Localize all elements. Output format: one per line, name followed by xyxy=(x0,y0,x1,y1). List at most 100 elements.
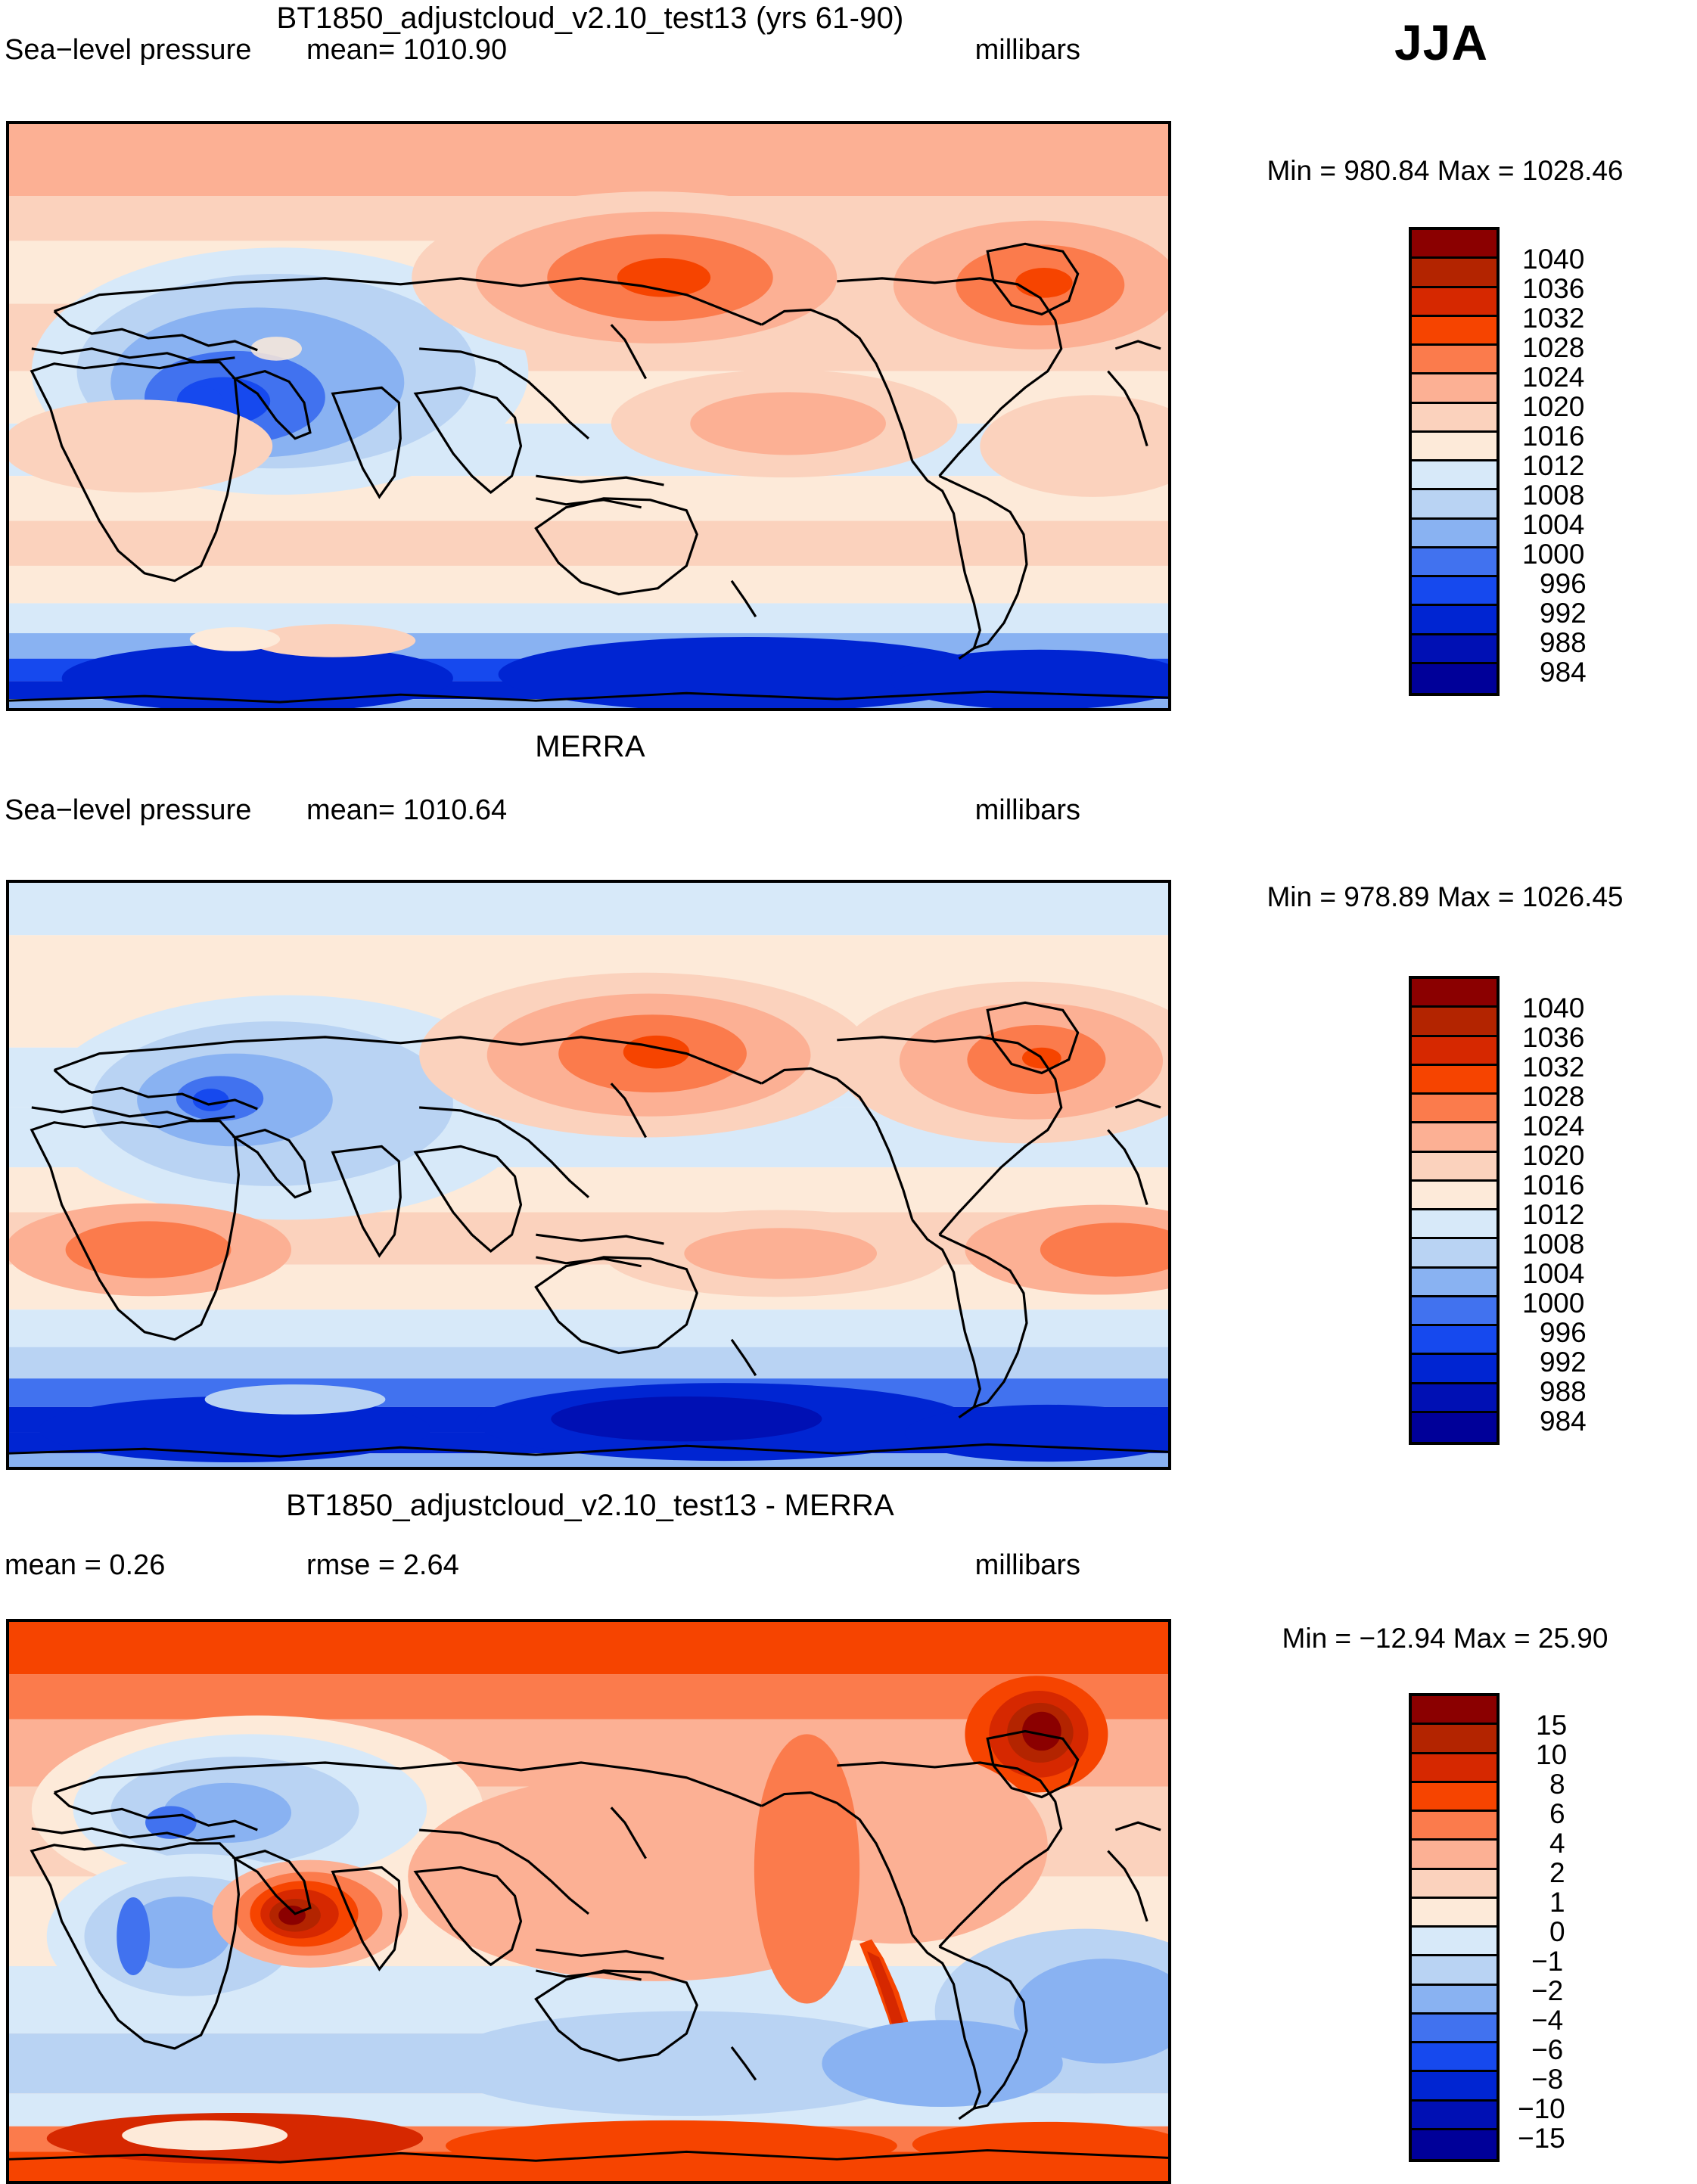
colorbar-obs xyxy=(1409,976,1500,1445)
colorbar-tick-label: 1020 xyxy=(1522,1140,1585,1171)
colorbar-band xyxy=(1412,548,1497,577)
colorbar-band xyxy=(1412,1956,1497,1986)
colorbar-tick-label: 1008 xyxy=(1522,1229,1585,1260)
colorbar-tick-label: 1016 xyxy=(1522,1170,1585,1201)
minmax-obs: Min = 978.89 Max = 1026.45 xyxy=(1267,881,1624,912)
colorbar-tick-label: 996 xyxy=(1540,1317,1587,1348)
colorbar-band xyxy=(1412,577,1497,607)
colorbar-tick-label: 1028 xyxy=(1522,332,1585,363)
colorbar-band xyxy=(1412,2072,1497,2102)
colorbar-band xyxy=(1412,1782,1497,1812)
minmax-difference: Min = −12.94 Max = 25.90 xyxy=(1282,1623,1608,1654)
colorbar-band xyxy=(1412,1326,1497,1356)
mean-label-model: mean= 1010.90 xyxy=(306,34,508,66)
colorbar-tick-label: 1024 xyxy=(1522,1111,1585,1142)
colorbar-tick-label: 1036 xyxy=(1522,1022,1585,1053)
variable-label-model: Sea−level pressure xyxy=(5,34,252,66)
colorbar-tick-label: 984 xyxy=(1540,1406,1587,1437)
colorbar-band xyxy=(1412,1384,1497,1413)
map-obs[interactable] xyxy=(6,880,1171,1470)
minmax-model: Min = 980.84 Max = 1028.46 xyxy=(1267,155,1624,186)
colorbar-tick-label: 1000 xyxy=(1522,1288,1585,1319)
colorbar-band xyxy=(1412,287,1497,317)
colorbar-band xyxy=(1412,1898,1497,1928)
colorbar-tick-label: −4 xyxy=(1531,2005,1564,2036)
variable-label-obs: Sea−level pressure xyxy=(5,794,252,826)
colorbar-tick-label: 0 xyxy=(1549,1916,1565,1947)
colorbar-band xyxy=(1412,663,1497,693)
colorbar-tick-label: 4 xyxy=(1549,1828,1565,1859)
colorbar-band xyxy=(1412,519,1497,548)
units-label-difference: millibars xyxy=(974,1549,1080,1581)
colorbar-band xyxy=(1412,346,1497,375)
colorbar-band xyxy=(1412,2014,1497,2043)
colorbar-band xyxy=(1412,230,1497,259)
colorbar-tick-label: 1020 xyxy=(1522,391,1585,422)
colorbar-tick-label: 2 xyxy=(1549,1857,1565,1888)
colorbar-tick-label: −10 xyxy=(1518,2093,1565,2124)
colorbar-tick-label: 992 xyxy=(1540,1347,1587,1378)
colorbar-band xyxy=(1412,2101,1497,2130)
colorbar-tick-label: 8 xyxy=(1549,1769,1565,1800)
colorbar-band xyxy=(1412,1008,1497,1037)
colorbar-tick-label: 988 xyxy=(1540,627,1587,658)
colorbar-band xyxy=(1412,1812,1497,1841)
colorbar-band xyxy=(1412,259,1497,288)
colorbar-tick-label: 1012 xyxy=(1522,1199,1585,1230)
colorbar-band xyxy=(1412,1210,1497,1240)
colorbar-tick-label: 1 xyxy=(1549,1887,1565,1918)
colorbar-tick-label: 1036 xyxy=(1522,273,1585,304)
colorbar-band xyxy=(1412,461,1497,491)
colorbar-tick-label: −8 xyxy=(1531,2064,1564,2095)
colorbar-band xyxy=(1412,490,1497,520)
colorbar-tick-label: 1016 xyxy=(1522,421,1585,452)
colorbar-band xyxy=(1412,635,1497,664)
colorbar-band xyxy=(1412,1841,1497,1870)
colorbar-tick-label: 1032 xyxy=(1522,1052,1585,1083)
units-label-obs: millibars xyxy=(974,794,1080,826)
colorbar-band xyxy=(1412,1123,1497,1153)
colorbar-band xyxy=(1412,1297,1497,1326)
colorbar-band xyxy=(1412,1268,1497,1297)
map-difference[interactable] xyxy=(6,1619,1171,2184)
colorbar-tick-label: 1024 xyxy=(1522,362,1585,393)
colorbar-band xyxy=(1412,1095,1497,1124)
colorbar-band xyxy=(1412,1181,1497,1210)
colorbar-band xyxy=(1412,1152,1497,1182)
map-model[interactable] xyxy=(6,121,1171,711)
colorbar-tick-label: 984 xyxy=(1540,657,1587,688)
colorbar-band xyxy=(1412,2043,1497,2073)
panel-title-difference: BT1850_adjustcloud_v2.10_test13 - MERRA xyxy=(286,1489,894,1522)
season-label: JJA xyxy=(1394,14,1489,70)
colorbar-tick-label: 6 xyxy=(1549,1798,1565,1829)
colorbar-band xyxy=(1412,979,1497,1008)
colorbar-band xyxy=(1412,1985,1497,2015)
colorbar-tick-label: 996 xyxy=(1540,568,1587,599)
colorbar-difference xyxy=(1409,1693,1500,2162)
colorbar-band xyxy=(1412,374,1497,404)
colorbar-band xyxy=(1412,403,1497,433)
colorbar-band xyxy=(1412,1754,1497,1783)
colorbar-band xyxy=(1412,1869,1497,1899)
colorbar-tick-label: 1004 xyxy=(1522,1258,1585,1289)
colorbar-tick-label: 1028 xyxy=(1522,1081,1585,1112)
colorbar-band xyxy=(1412,432,1497,461)
colorbar-band xyxy=(1412,1036,1497,1066)
panel-subrow-model: Sea−level pressure mean= 1010.90 milliba… xyxy=(0,34,1180,67)
colorbar-tick-label: 1000 xyxy=(1522,539,1585,570)
colorbar-tick-label: 15 xyxy=(1536,1710,1568,1741)
colorbar-tick-label: 10 xyxy=(1536,1739,1568,1770)
colorbar-tick-label: 1040 xyxy=(1522,993,1585,1024)
colorbar-tick-label: 1008 xyxy=(1522,480,1585,511)
panel-title-obs: MERRA xyxy=(535,730,645,763)
colorbar-tick-label: −6 xyxy=(1531,2034,1564,2065)
mean-label-obs: mean= 1010.64 xyxy=(306,794,508,826)
colorbar-tick-label: 1032 xyxy=(1522,303,1585,334)
panel-subrow-obs: Sea−level pressure mean= 1010.64 milliba… xyxy=(0,794,1180,828)
colorbar-band xyxy=(1412,1065,1497,1095)
colorbar-tick-label: −1 xyxy=(1531,1946,1564,1977)
colorbar-tick-label: −2 xyxy=(1531,1975,1564,2006)
colorbar-band xyxy=(1412,2130,1497,2159)
diff-mean-label: mean = 0.26 xyxy=(5,1549,166,1581)
colorbar-band xyxy=(1412,1412,1497,1442)
